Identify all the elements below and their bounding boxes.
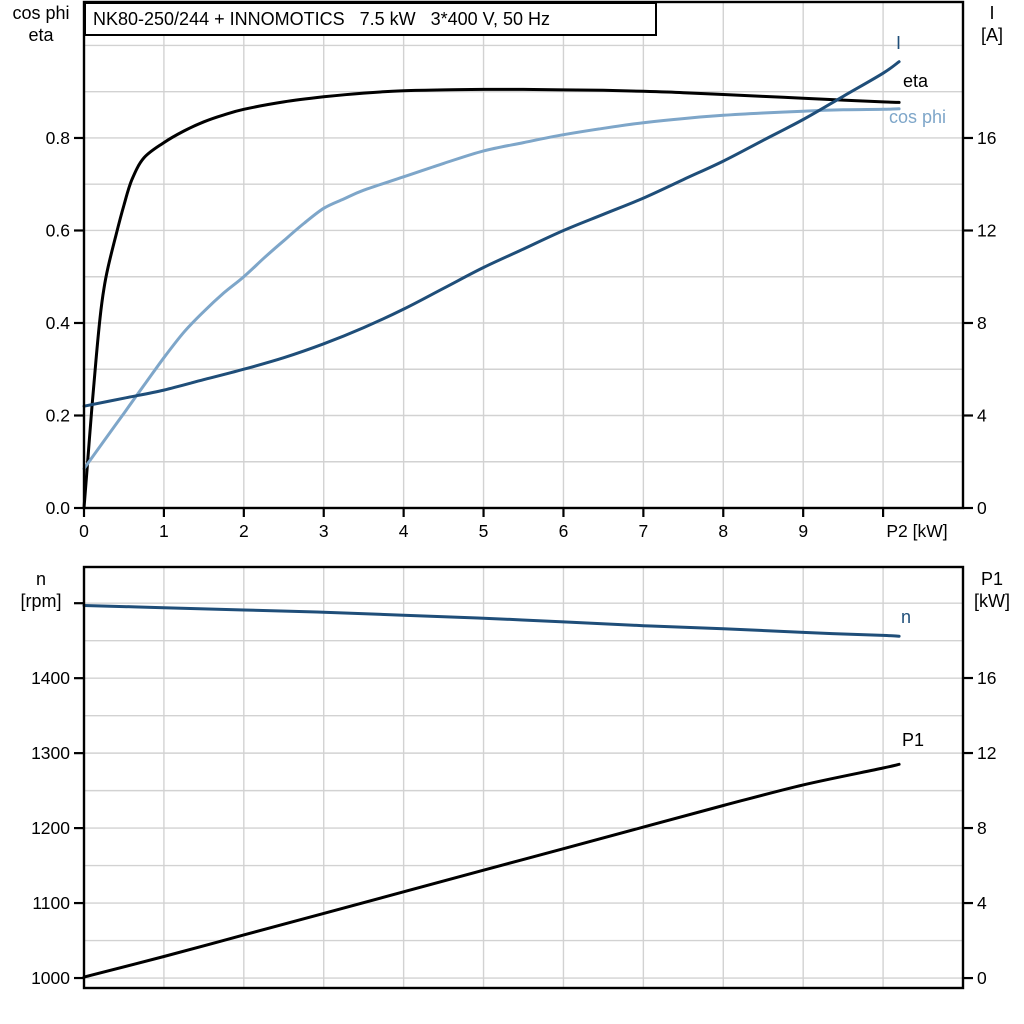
x-axis-tick-label: 4 bbox=[399, 521, 409, 541]
x-axis-title: P2 [kW] bbox=[886, 521, 947, 541]
curve-label-current: I bbox=[896, 33, 902, 53]
right-axis-tick-label: 4 bbox=[977, 893, 987, 913]
top-chart-right-axis-title: I [A] bbox=[962, 2, 1022, 46]
curve-input-power bbox=[82, 762, 901, 979]
curve-label-input-power: P1 bbox=[902, 730, 925, 750]
x-axis-tick-label: 1 bbox=[159, 521, 169, 541]
curve-speed bbox=[82, 604, 901, 638]
right-axis-tick-label: 16 bbox=[977, 668, 996, 688]
axis-title-line: n bbox=[35, 569, 46, 589]
x-axis-tick-label: 2 bbox=[239, 521, 249, 541]
right-axis-tick-label: 0 bbox=[977, 498, 987, 518]
x-axis-tick-label: 8 bbox=[718, 521, 728, 541]
curve-label-cos-phi: cos phi bbox=[889, 107, 947, 127]
left-axis-tick-label: 1100 bbox=[32, 893, 70, 913]
axis-title-line: [rpm] bbox=[20, 591, 62, 611]
curve-cos-phi bbox=[82, 107, 901, 471]
top-chart-left-axis-title: cos phi eta bbox=[2, 2, 80, 46]
right-axis-tick-label: 16 bbox=[977, 128, 996, 148]
left-axis-tick-label: 0.0 bbox=[46, 498, 71, 518]
right-axis-tick-label: 8 bbox=[977, 818, 987, 838]
axis-title-line: cos phi bbox=[12, 3, 70, 23]
right-axis-tick-label: 0 bbox=[977, 968, 987, 988]
left-axis-tick-label: 1000 bbox=[31, 968, 70, 988]
curve-eta bbox=[82, 87, 901, 510]
curve-label-speed: n bbox=[901, 607, 912, 627]
x-axis-tick-label: 0 bbox=[79, 521, 89, 541]
chart-title-box: NK80-250/244 + INNOMOTICS 7.5 kW 3*400 V… bbox=[84, 2, 657, 36]
right-axis-tick-label: 8 bbox=[977, 313, 987, 333]
left-axis-tick-label: 0.4 bbox=[46, 313, 71, 333]
left-axis-tick-label: 1400 bbox=[31, 668, 70, 688]
bottom-chart-right-axis-title: P1 [kW] bbox=[962, 568, 1022, 612]
x-axis-tick-label: 6 bbox=[559, 521, 569, 541]
left-axis-tick-label: 0.8 bbox=[46, 128, 70, 148]
right-axis-tick-label: 12 bbox=[977, 743, 996, 763]
right-axis-tick-label: 4 bbox=[977, 405, 987, 425]
axis-title-line: [kW] bbox=[974, 591, 1010, 611]
chart-frame bbox=[82, 565, 965, 990]
axis-title-line: eta bbox=[28, 25, 54, 45]
axis-title-line: I bbox=[989, 3, 995, 23]
x-axis-tick-label: 9 bbox=[798, 521, 808, 541]
chart-frame bbox=[82, 0, 965, 510]
x-axis-tick-label: 3 bbox=[319, 521, 329, 541]
curve-label-eta: eta bbox=[903, 71, 929, 91]
left-axis-tick-label: 0.6 bbox=[46, 220, 70, 240]
bottom-chart-left-axis-title: n [rpm] bbox=[2, 568, 80, 612]
left-axis-tick-label: 1200 bbox=[31, 818, 70, 838]
axis-title-line: [A] bbox=[980, 25, 1003, 45]
right-axis-tick-label: 12 bbox=[977, 220, 996, 240]
x-axis-tick-label: 5 bbox=[479, 521, 489, 541]
curve-current bbox=[82, 60, 901, 408]
x-axis-tick-label: 7 bbox=[638, 521, 648, 541]
left-axis-tick-label: 0.2 bbox=[46, 405, 70, 425]
axis-title-line: P1 bbox=[980, 569, 1004, 589]
left-axis-tick-label: 1300 bbox=[31, 743, 70, 763]
